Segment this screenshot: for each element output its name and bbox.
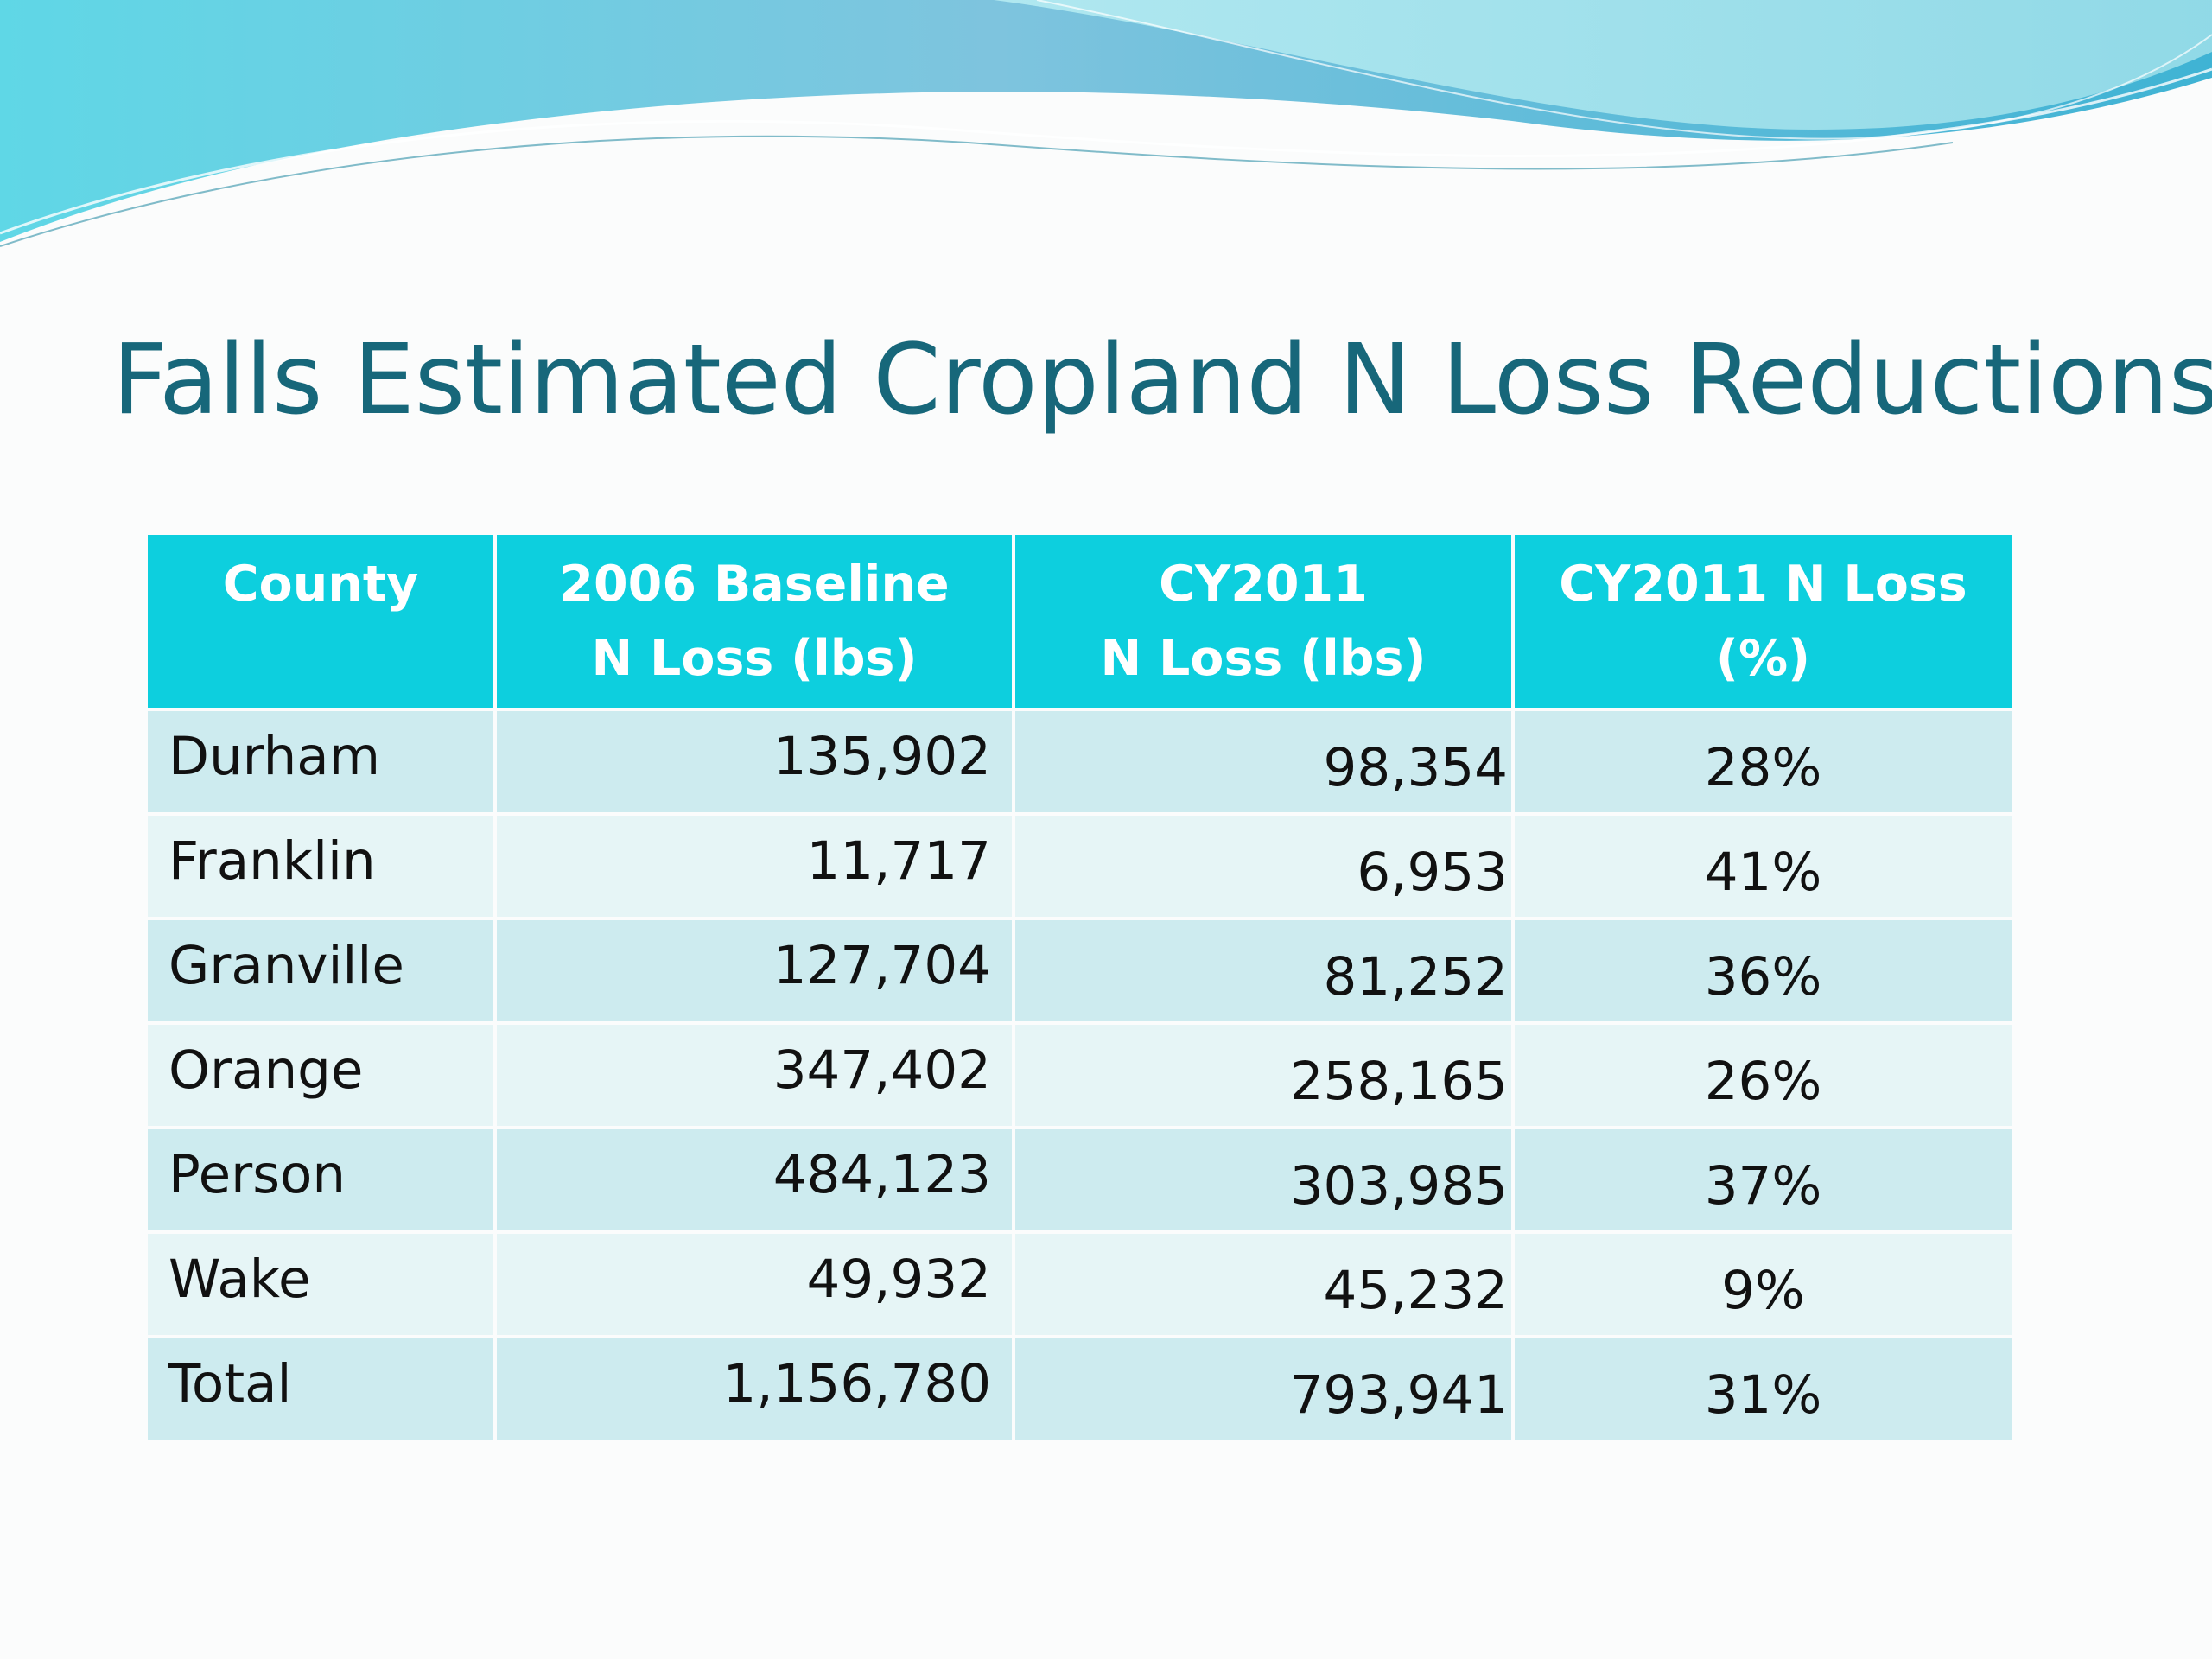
cy2011-cell: 81,252 [1015, 920, 1511, 1021]
cy2011-cell: 793,941 [1015, 1338, 1511, 1440]
cy2011-cell: 98,354 [1015, 711, 1511, 812]
percent-cell: 41% [1515, 816, 2012, 917]
n-loss-table: County 2006 Baseline N Loss (lbs) CY2011… [148, 535, 2012, 1443]
cy2011-cell: 303,985 [1015, 1129, 1511, 1230]
header-cy2011-percent-line-2: (%) [1715, 630, 1811, 687]
header-cy2011-percent: CY2011 N Loss (%) [1515, 535, 2012, 708]
table-header-row: County 2006 Baseline N Loss (lbs) CY2011… [148, 535, 2012, 708]
header-county: County [148, 535, 493, 708]
header-cy2011: CY2011 N Loss (lbs) [1015, 535, 1511, 708]
table-row-orange: Orange 347,402 258,165 26% [148, 1025, 2012, 1126]
page-title: Falls Estimated Cropland N Loss Reductio… [112, 324, 2212, 436]
baseline-cell: 135,902 [497, 711, 1012, 812]
header-county-line-1: County [222, 556, 419, 613]
header-cy2011-line-2: N Loss (lbs) [1100, 630, 1427, 687]
county-cell: Franklin [148, 816, 493, 917]
table-row-person: Person 484,123 303,985 37% [148, 1129, 2012, 1230]
table-row-wake: Wake 49,932 45,232 9% [148, 1234, 2012, 1335]
county-cell: Granville [148, 920, 493, 1021]
percent-cell: 36% [1515, 920, 2012, 1021]
percent-cell: 26% [1515, 1025, 2012, 1126]
county-cell: Total [148, 1338, 493, 1440]
county-cell: Person [148, 1129, 493, 1230]
cy2011-cell: 45,232 [1015, 1234, 1511, 1335]
baseline-cell: 49,932 [497, 1234, 1012, 1335]
cy2011-cell: 258,165 [1015, 1025, 1511, 1126]
decorative-wave-banner [0, 0, 2212, 247]
table-row-franklin: Franklin 11,717 6,953 41% [148, 816, 2012, 917]
county-cell: Orange [148, 1025, 493, 1126]
table-row-total: Total 1,156,780 793,941 31% [148, 1338, 2012, 1440]
county-cell: Wake [148, 1234, 493, 1335]
header-cy2011-percent-line-1: CY2011 N Loss [1559, 556, 1967, 613]
baseline-cell: 127,704 [497, 920, 1012, 1021]
baseline-cell: 11,717 [497, 816, 1012, 917]
cy2011-cell: 6,953 [1015, 816, 1511, 917]
table-row-granville: Granville 127,704 81,252 36% [148, 920, 2012, 1021]
percent-cell: 28% [1515, 711, 2012, 812]
baseline-cell: 347,402 [497, 1025, 1012, 1126]
table-row-durham: Durham 135,902 98,354 28% [148, 711, 2012, 812]
header-2006-baseline: 2006 Baseline N Loss (lbs) [497, 535, 1012, 708]
baseline-cell: 484,123 [497, 1129, 1012, 1230]
percent-cell: 9% [1515, 1234, 2012, 1335]
header-2006-baseline-line-2: N Loss (lbs) [591, 630, 918, 687]
percent-cell: 37% [1515, 1129, 2012, 1230]
percent-cell: 31% [1515, 1338, 2012, 1440]
county-cell: Durham [148, 711, 493, 812]
header-2006-baseline-line-1: 2006 Baseline [559, 556, 950, 613]
baseline-cell: 1,156,780 [497, 1338, 1012, 1440]
header-cy2011-line-1: CY2011 [1159, 556, 1368, 613]
